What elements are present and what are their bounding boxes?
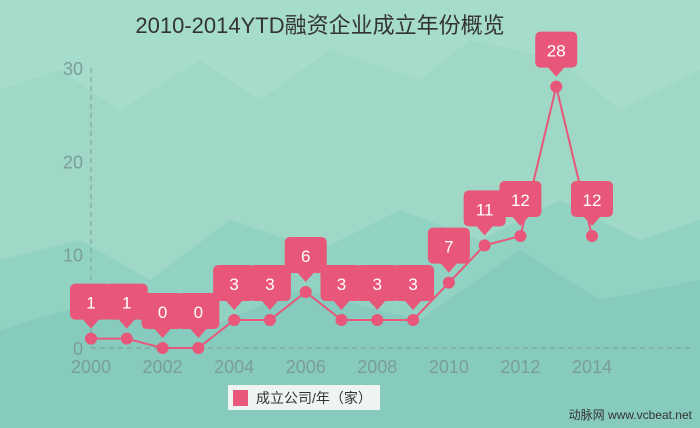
data-label-callout bbox=[320, 265, 363, 310]
data-label: 1 bbox=[86, 294, 95, 313]
chart-title: 2010-2014YTD融资企业成立年份概览 bbox=[135, 13, 505, 38]
legend[interactable]: 成立公司/年（家） bbox=[228, 385, 380, 410]
data-label-callout bbox=[141, 293, 184, 338]
data-point bbox=[335, 314, 348, 326]
data-label: 0 bbox=[194, 303, 203, 322]
data-label-callout bbox=[284, 237, 327, 282]
data-label: 7 bbox=[444, 238, 453, 257]
data-label-callout bbox=[105, 283, 148, 329]
data-point bbox=[407, 314, 420, 326]
x-tick-label: 2008 bbox=[357, 357, 397, 377]
x-tick-label: 2010 bbox=[429, 357, 469, 377]
data-label-callout bbox=[177, 293, 220, 338]
data-label: 3 bbox=[337, 275, 346, 294]
data-label: 6 bbox=[301, 247, 310, 266]
legend-label: 成立公司/年（家） bbox=[256, 389, 372, 406]
x-tick-label: 2004 bbox=[214, 357, 254, 377]
data-point bbox=[192, 342, 205, 354]
data-point bbox=[156, 342, 169, 354]
data-label-callout bbox=[213, 265, 256, 310]
data-label-callout bbox=[463, 190, 506, 236]
data-label: 11 bbox=[476, 200, 494, 219]
watermark-credit: 动脉网 www.vcbeat.net bbox=[568, 408, 692, 422]
data-point bbox=[371, 314, 384, 326]
data-label-callout bbox=[392, 265, 435, 310]
data-point bbox=[478, 239, 491, 252]
data-label: 3 bbox=[408, 275, 417, 294]
x-tick-label: 2012 bbox=[500, 357, 540, 377]
data-point bbox=[550, 80, 563, 93]
data-label: 12 bbox=[583, 191, 602, 210]
data-point bbox=[586, 230, 598, 242]
y-tick-label: 0 bbox=[73, 339, 83, 359]
legend-swatch bbox=[233, 389, 248, 406]
data-point bbox=[85, 332, 97, 345]
data-label-callout bbox=[499, 181, 542, 226]
data-label-callout bbox=[571, 181, 613, 226]
data-point bbox=[442, 276, 455, 289]
data-label: 0 bbox=[158, 303, 167, 322]
data-label: 1 bbox=[122, 294, 131, 313]
data-label: 3 bbox=[265, 275, 274, 294]
data-point bbox=[228, 314, 241, 326]
x-tick-label: 2000 bbox=[71, 357, 111, 377]
y-tick-label: 10 bbox=[63, 246, 83, 266]
data-label: 3 bbox=[229, 275, 238, 294]
data-label-callout bbox=[248, 265, 291, 310]
x-tick-label: 2014 bbox=[572, 357, 612, 377]
y-tick-label: 20 bbox=[63, 152, 83, 172]
data-label-callout bbox=[356, 265, 399, 310]
data-label-callout bbox=[70, 283, 112, 329]
data-label: 28 bbox=[547, 42, 566, 61]
data-point bbox=[514, 230, 527, 242]
data-label-callout bbox=[427, 227, 470, 273]
x-tick-label: 2006 bbox=[286, 357, 326, 377]
data-label-callout bbox=[535, 31, 578, 77]
y-tick-label: 30 bbox=[63, 59, 83, 79]
data-point bbox=[263, 314, 276, 326]
data-point bbox=[120, 332, 133, 345]
data-label: 3 bbox=[373, 275, 382, 294]
data-label: 12 bbox=[511, 191, 530, 210]
background-mountains bbox=[0, 40, 700, 428]
x-tick-label: 2002 bbox=[143, 357, 183, 377]
data-point bbox=[299, 286, 312, 298]
